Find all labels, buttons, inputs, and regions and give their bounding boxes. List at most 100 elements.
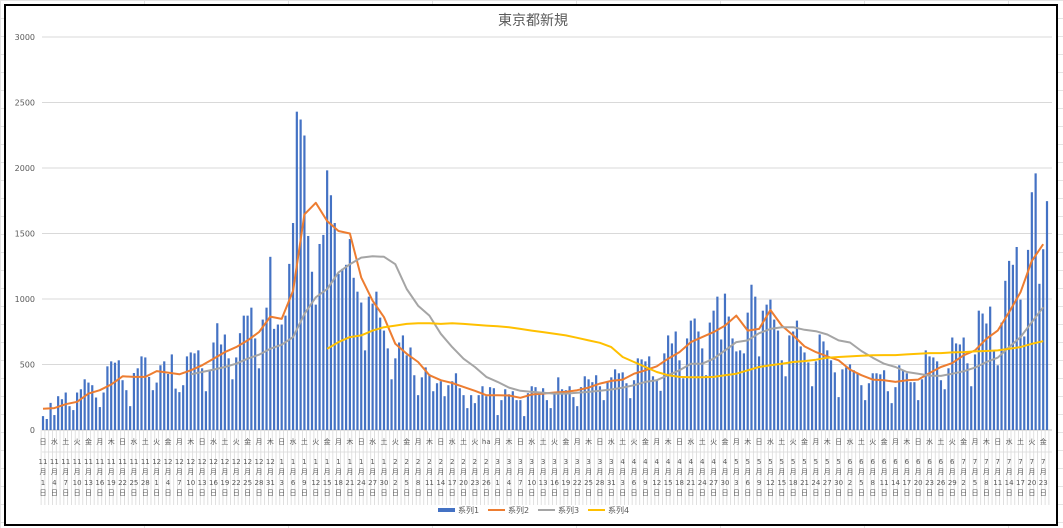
x-month-suffix: 月 — [619, 468, 626, 476]
x-weekday-label: 水 — [608, 437, 615, 446]
x-month-label: 7 — [961, 458, 965, 466]
x-day-suffix: 日 — [290, 489, 297, 497]
x-month-label: 2 — [439, 458, 443, 466]
x-day-label: 17 — [1016, 479, 1025, 487]
bar — [697, 331, 700, 430]
bar — [621, 372, 624, 430]
x-month-suffix: 月 — [926, 468, 933, 476]
x-day-label: 20 — [914, 479, 923, 487]
x-month-label: 12 — [209, 458, 218, 466]
bar — [610, 377, 613, 430]
x-day-label: 31 — [607, 479, 616, 487]
bar — [219, 344, 223, 430]
bar — [924, 350, 927, 430]
bar — [284, 315, 287, 430]
bar — [519, 400, 522, 430]
bar — [367, 296, 370, 430]
x-day-label: 11 — [993, 479, 1002, 487]
x-day-label: 15 — [664, 479, 673, 487]
x-day-label: 11 — [425, 479, 434, 487]
x-day-suffix: 日 — [619, 489, 626, 497]
bar — [1042, 249, 1045, 430]
bar — [765, 304, 768, 430]
x-weekday-label: 土 — [937, 437, 944, 446]
y-axis: 0 500 1000 1500 2000 2500 3000 — [15, 33, 35, 435]
x-day-label: 10 — [186, 479, 195, 487]
x-month-suffix: 月 — [142, 468, 149, 476]
x-day-label: 18 — [334, 479, 343, 487]
x-weekday-label: 火 — [869, 438, 876, 446]
x-month-suffix: 月 — [51, 468, 58, 476]
bar — [216, 323, 219, 430]
x-day-suffix: 日 — [460, 489, 467, 497]
bar — [333, 223, 336, 430]
bar — [443, 396, 446, 430]
x-day-label: 21 — [800, 479, 809, 487]
bar — [1030, 192, 1033, 430]
legend-label: 系列4 — [608, 505, 629, 515]
bar — [208, 371, 211, 430]
x-day-label: 9 — [643, 479, 647, 487]
x-day-label: 26 — [936, 479, 945, 487]
x-month-label: 4 — [632, 458, 637, 466]
bar — [659, 390, 662, 430]
x-day-label: 12 — [766, 479, 775, 487]
bar — [451, 381, 454, 430]
bar — [439, 381, 442, 430]
bar — [970, 386, 973, 430]
bar — [792, 331, 795, 430]
bar — [341, 268, 344, 430]
x-day-label: 21 — [345, 479, 354, 487]
x-weekday-label: 月 — [733, 438, 740, 446]
bar — [204, 391, 208, 430]
x-day-suffix: 日 — [142, 489, 149, 497]
x-day-label: 3 — [620, 479, 624, 487]
bar — [530, 386, 533, 430]
x-day-suffix: 日 — [392, 489, 399, 497]
bar — [879, 374, 882, 430]
x-day-suffix: 日 — [528, 489, 535, 497]
bar — [890, 403, 893, 430]
bar — [951, 337, 954, 430]
bar — [674, 331, 677, 430]
bar — [265, 307, 268, 430]
bar — [182, 385, 185, 430]
bar — [492, 388, 495, 430]
x-month-label: 6 — [939, 458, 944, 466]
x-month-label: 4 — [655, 458, 660, 466]
x-weekday-label: 木 — [426, 437, 433, 446]
x-month-suffix: 月 — [358, 468, 365, 476]
bar — [943, 389, 946, 430]
bar — [591, 382, 594, 430]
x-month-label: 11 — [50, 458, 59, 466]
x-day-label: 10 — [73, 479, 82, 487]
x-month-suffix: 月 — [290, 468, 297, 476]
x-month-label: 1 — [370, 458, 374, 466]
x-day-suffix: 日 — [1006, 489, 1013, 497]
x-day-label: 1 — [495, 479, 499, 487]
x-day-suffix: 日 — [1017, 489, 1024, 497]
x-month-label: 4 — [643, 458, 648, 466]
x-day-label: 7 — [177, 479, 181, 487]
x-month-suffix: 月 — [642, 468, 649, 476]
x-month-suffix: 月 — [415, 468, 422, 476]
x-weekday-label: 木 — [346, 437, 353, 446]
x-month-label: 5 — [802, 458, 806, 466]
line-系列4 — [326, 322, 1044, 379]
x-weekday-label: 水 — [767, 437, 774, 446]
x-month-label: 1 — [302, 458, 306, 466]
x-month-suffix: 月 — [596, 468, 603, 476]
x-month-label: 3 — [586, 458, 590, 466]
x-month-label: 4 — [711, 458, 716, 466]
bar — [742, 353, 746, 430]
bar — [1034, 173, 1037, 430]
bar — [185, 356, 189, 430]
bar — [1015, 246, 1018, 430]
x-day-label: 7 — [518, 479, 522, 487]
x-month-label: 6 — [870, 458, 875, 466]
x-day-suffix: 日 — [926, 489, 933, 497]
x-day-label: 24 — [357, 479, 366, 487]
x-weekday-label: 日 — [358, 438, 365, 446]
x-day-suffix: 日 — [187, 489, 194, 497]
x-day-label: 19 — [107, 479, 116, 487]
